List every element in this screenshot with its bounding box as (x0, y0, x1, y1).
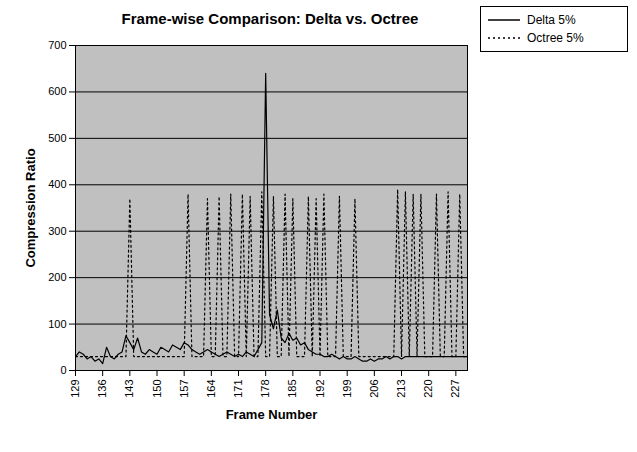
html-text:Delta 5%: Delta 5% (527, 13, 576, 27)
svg-text:150: 150 (151, 380, 163, 398)
svg-text:206: 206 (368, 380, 380, 398)
svg-text:157: 157 (178, 380, 190, 398)
svg-text:171: 171 (232, 380, 244, 398)
svg-text:100: 100 (48, 318, 66, 330)
svg-text:Frame Number: Frame Number (226, 407, 318, 422)
svg-text:300: 300 (48, 225, 66, 237)
svg-text:178: 178 (259, 380, 271, 398)
svg-text:Compression Ratio: Compression Ratio (23, 148, 38, 267)
svg-text:164: 164 (205, 380, 217, 398)
svg-text:220: 220 (422, 380, 434, 398)
svg-text:185: 185 (286, 380, 298, 398)
svg-text:227: 227 (449, 380, 461, 398)
html-text:Frame-wise Comparison: Delta v: Frame-wise Comparison: Delta vs. Octree (121, 10, 419, 27)
svg-text:200: 200 (48, 271, 66, 283)
svg-text:143: 143 (123, 380, 135, 398)
svg-text:0: 0 (60, 364, 66, 376)
svg-text:213: 213 (395, 380, 407, 398)
svg-text:129: 129 (69, 380, 81, 398)
svg-text:192: 192 (314, 380, 326, 398)
svg-text:400: 400 (48, 178, 66, 190)
svg-text:136: 136 (96, 380, 108, 398)
svg-text:700: 700 (48, 39, 66, 51)
svg-text:199: 199 (341, 380, 353, 398)
svg-text:500: 500 (48, 132, 66, 144)
svg-text:600: 600 (48, 85, 66, 97)
html-text:Octree 5%: Octree 5% (527, 31, 584, 45)
